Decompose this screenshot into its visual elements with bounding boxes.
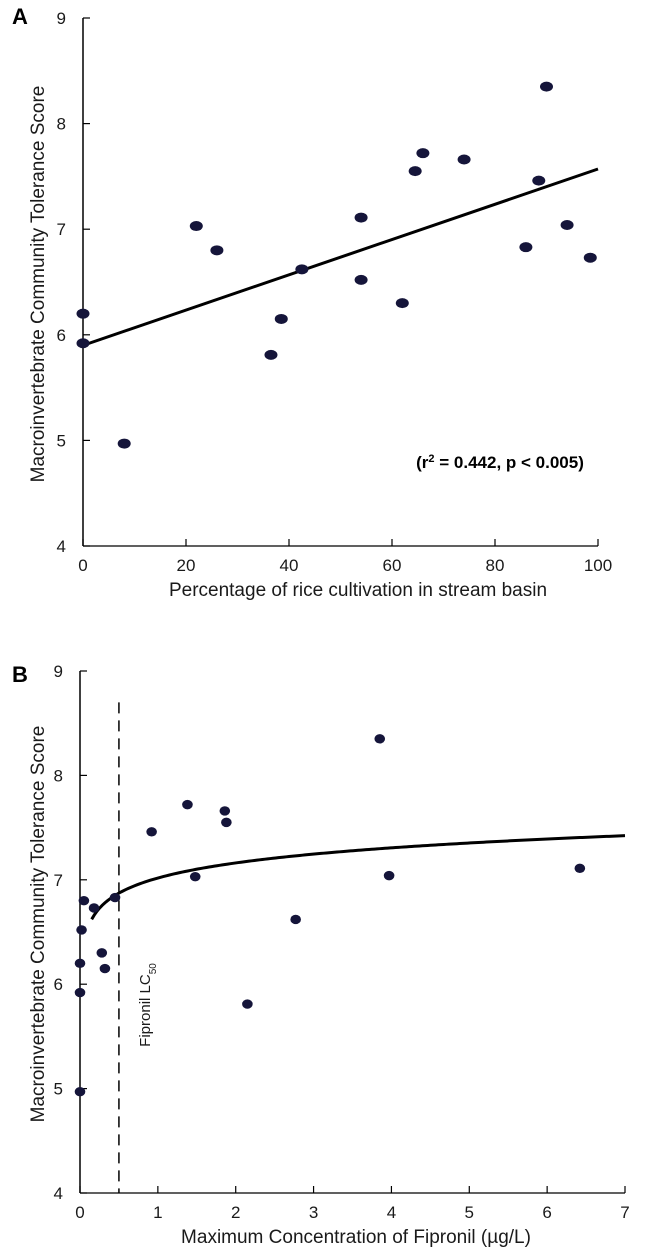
y-tick-label-b: 9 — [54, 662, 63, 681]
y-axis-label-a: Macroinvertebrate Community Tolerance Sc… — [28, 86, 49, 483]
y-tick-label-a: 5 — [57, 431, 66, 450]
data-point-b — [78, 895, 90, 906]
x-tick-label-b: 6 — [542, 1203, 551, 1222]
data-point-b — [290, 914, 301, 925]
data-point-b — [109, 892, 121, 903]
data-point-a — [117, 438, 131, 449]
data-point-a — [532, 175, 546, 186]
regression-line-a — [82, 167, 599, 347]
data-point-a — [416, 148, 430, 159]
data-point-a — [354, 274, 368, 285]
data-point-a — [408, 166, 422, 177]
x-axis-label-a: Percentage of rice cultivation in stream… — [169, 580, 547, 601]
x-tick-label-b: 2 — [231, 1203, 240, 1222]
y-tick-label-b: 6 — [54, 975, 63, 994]
data-point-b — [76, 925, 87, 935]
data-point-a — [274, 313, 288, 324]
data-point-a — [560, 219, 574, 230]
data-point-b — [74, 958, 86, 969]
data-point-b — [99, 963, 111, 974]
data-point-a — [395, 298, 409, 309]
data-point-a — [583, 252, 597, 263]
data-point-b — [182, 799, 193, 810]
lc50-label: Fipronil LC50 — [137, 963, 159, 1047]
y-tick-label-a: 8 — [57, 115, 66, 134]
data-point-b — [74, 987, 86, 998]
data-point-b — [221, 817, 232, 828]
x-axis-label-b: Maximum Concentration of Fipronil (µg/L) — [181, 1227, 531, 1248]
x-tick-label-b: 7 — [620, 1203, 629, 1222]
data-point-b — [96, 948, 108, 958]
data-point-a — [457, 154, 471, 165]
data-point-b — [574, 863, 586, 874]
y-tick-label-a: 6 — [57, 326, 66, 345]
x-tick-label-a: 80 — [486, 556, 505, 575]
x-tick-label-a: 40 — [280, 556, 299, 575]
chart-b: B Macroinvertebrate Community Tolerance … — [12, 662, 630, 1248]
data-point-a — [76, 308, 90, 319]
regression-annotation: (r2 = 0.442, p < 0.005) — [416, 453, 584, 472]
x-tick-label-a: 60 — [383, 556, 402, 575]
data-point-b — [146, 827, 157, 837]
data-point-b — [189, 871, 201, 882]
x-tick-label-b: 0 — [75, 1203, 84, 1222]
x-tick-label-b: 3 — [309, 1203, 318, 1222]
data-point-a — [210, 245, 224, 256]
y-tick-label-b: 5 — [54, 1080, 63, 1099]
data-point-b — [219, 806, 231, 816]
data-point-a — [76, 338, 90, 349]
data-point-b — [383, 870, 395, 881]
data-point-b — [74, 1087, 86, 1097]
y-axis-label-b: Macroinvertebrate Community Tolerance Sc… — [28, 726, 49, 1123]
y-tick-label-a: 4 — [57, 537, 66, 556]
x-tick-label-a: 0 — [78, 556, 87, 575]
panel-b-letter: B — [12, 662, 28, 687]
chart-a: A Macroinvertebrate Community Tolerance … — [12, 4, 612, 601]
x-tick-label-a: 100 — [584, 556, 612, 575]
y-tick-label-a: 9 — [57, 9, 66, 28]
y-tick-label-b: 8 — [54, 766, 63, 785]
x-tick-label-a: 20 — [177, 556, 196, 575]
data-point-a — [540, 81, 553, 92]
data-point-a — [189, 221, 203, 232]
y-tick-label-b: 7 — [54, 871, 63, 890]
data-point-b — [374, 734, 386, 744]
x-tick-label-b: 4 — [387, 1203, 396, 1222]
data-point-a — [264, 349, 278, 360]
data-point-b — [242, 999, 253, 1009]
y-tick-label-b: 4 — [54, 1184, 63, 1203]
data-point-a — [519, 242, 533, 253]
data-point-b — [88, 903, 100, 913]
panel-a-letter: A — [12, 4, 28, 29]
fit-curve-b — [90, 834, 626, 921]
data-point-a — [295, 264, 309, 275]
y-tick-label-a: 7 — [57, 220, 66, 239]
data-point-a — [354, 212, 368, 223]
x-tick-label-b: 1 — [153, 1203, 162, 1222]
x-tick-label-b: 5 — [465, 1203, 474, 1222]
